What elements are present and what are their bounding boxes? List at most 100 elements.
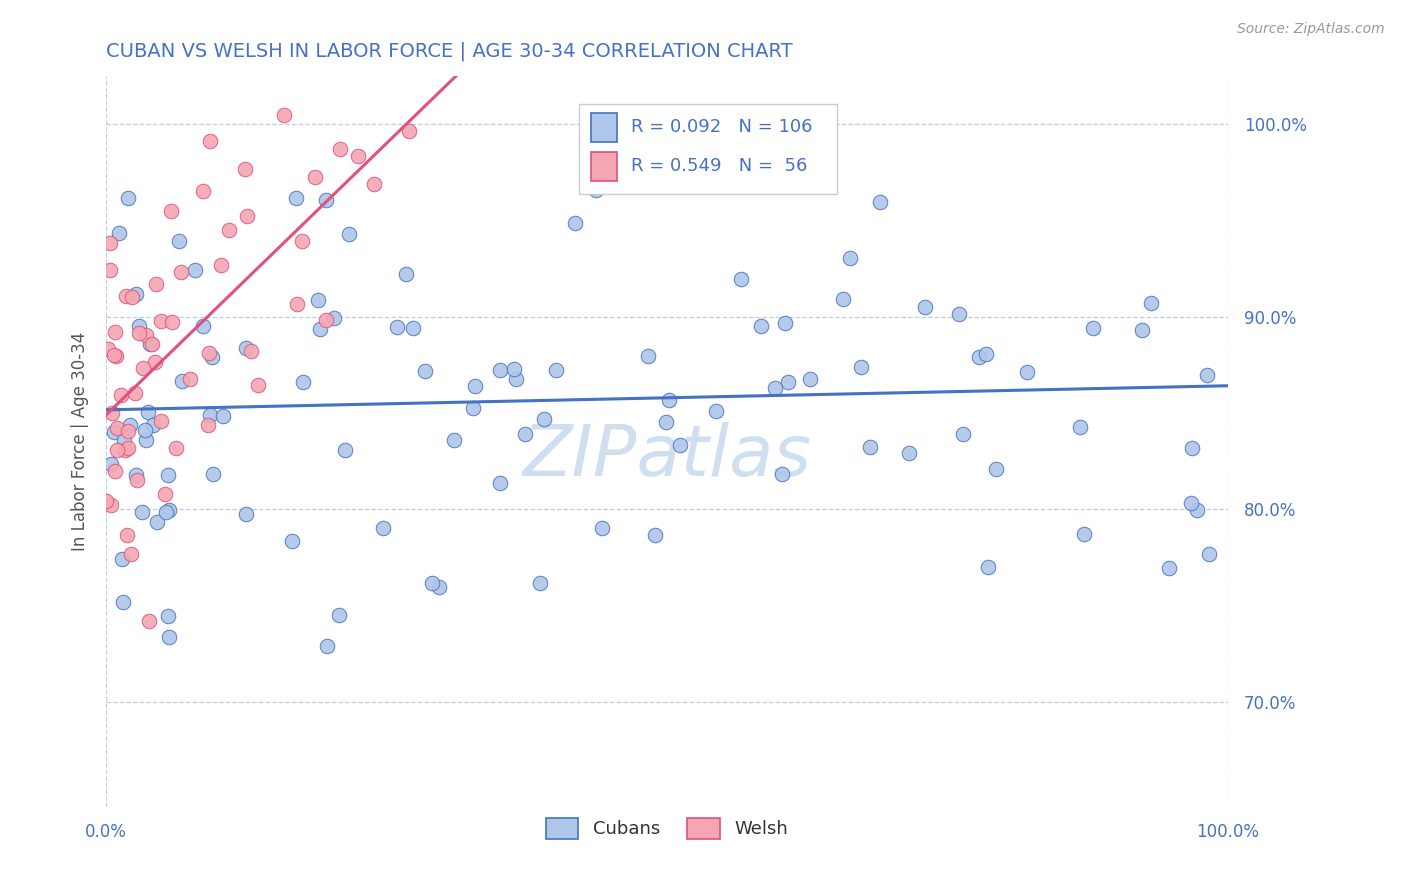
Point <box>413 364 436 378</box>
Point <box>118 418 141 433</box>
Point <box>233 162 256 177</box>
Point <box>420 575 443 590</box>
Point <box>160 314 183 328</box>
Point <box>121 290 143 304</box>
Point <box>328 607 350 622</box>
Point <box>128 326 150 340</box>
Point <box>717 108 740 122</box>
Point <box>513 426 536 441</box>
Point <box>114 289 136 303</box>
Point <box>869 194 891 209</box>
Point <box>898 445 921 459</box>
Point <box>763 380 786 394</box>
Point <box>284 191 307 205</box>
Text: Source: ZipAtlas.com: Source: ZipAtlas.com <box>1237 22 1385 37</box>
Point <box>304 169 326 184</box>
Point <box>363 177 385 191</box>
Point <box>125 468 148 483</box>
Point <box>730 271 752 285</box>
Point <box>132 361 155 376</box>
Point <box>986 462 1008 476</box>
Point <box>149 314 172 328</box>
Point <box>146 515 169 529</box>
Point <box>401 321 423 335</box>
Point <box>967 350 990 364</box>
Point <box>170 265 193 279</box>
Point <box>464 379 486 393</box>
Point <box>503 361 526 376</box>
Point <box>218 223 240 237</box>
Point <box>799 372 821 386</box>
FancyBboxPatch shape <box>591 112 617 142</box>
Point <box>155 505 177 519</box>
Point <box>142 418 165 433</box>
Point <box>112 434 135 448</box>
Point <box>97 342 120 356</box>
Point <box>104 465 127 479</box>
Point <box>322 310 344 325</box>
Point <box>117 424 139 438</box>
Point <box>98 235 121 250</box>
Point <box>235 507 257 521</box>
Point <box>240 343 263 358</box>
Point <box>533 412 555 426</box>
Point <box>127 473 149 487</box>
Point <box>159 503 181 517</box>
Point <box>135 328 157 343</box>
Point <box>105 443 128 458</box>
Point <box>1181 441 1204 455</box>
Point <box>839 251 862 265</box>
Point <box>623 174 645 188</box>
Text: R = 0.549   N =  56: R = 0.549 N = 56 <box>631 157 807 175</box>
Point <box>1073 526 1095 541</box>
Point <box>114 443 136 458</box>
Point <box>201 467 224 481</box>
Point <box>117 442 139 456</box>
Point <box>212 409 235 424</box>
Point <box>105 421 128 435</box>
Point <box>347 149 370 163</box>
Point <box>427 580 450 594</box>
Point <box>309 322 332 336</box>
Point <box>110 388 132 402</box>
Point <box>197 417 219 432</box>
Point <box>337 227 360 241</box>
Point <box>564 216 586 230</box>
Point <box>315 193 337 207</box>
Point <box>149 414 172 428</box>
Point <box>156 467 179 482</box>
Point <box>273 108 295 122</box>
Point <box>105 350 128 364</box>
Point <box>117 191 139 205</box>
Point <box>100 498 122 512</box>
Point <box>191 184 214 198</box>
Point <box>96 493 118 508</box>
Point <box>914 300 936 314</box>
Point <box>143 355 166 369</box>
Point <box>851 359 873 374</box>
Point <box>1185 502 1208 516</box>
Point <box>489 363 512 377</box>
Point <box>488 476 510 491</box>
Point <box>443 433 465 447</box>
Point <box>170 374 193 388</box>
Point <box>117 527 139 541</box>
Point <box>505 372 527 386</box>
Point <box>184 263 207 277</box>
Point <box>136 405 159 419</box>
Point <box>1069 420 1091 434</box>
Point <box>1180 496 1202 510</box>
Point <box>209 258 232 272</box>
Point <box>832 292 855 306</box>
Point <box>281 533 304 548</box>
Point <box>398 124 420 138</box>
Point <box>131 504 153 518</box>
Point <box>191 318 214 333</box>
Point <box>1195 368 1218 383</box>
Point <box>773 316 796 330</box>
Point <box>329 142 352 156</box>
Point <box>247 378 270 392</box>
Point <box>371 521 394 535</box>
Point <box>100 406 122 420</box>
Point <box>124 385 146 400</box>
